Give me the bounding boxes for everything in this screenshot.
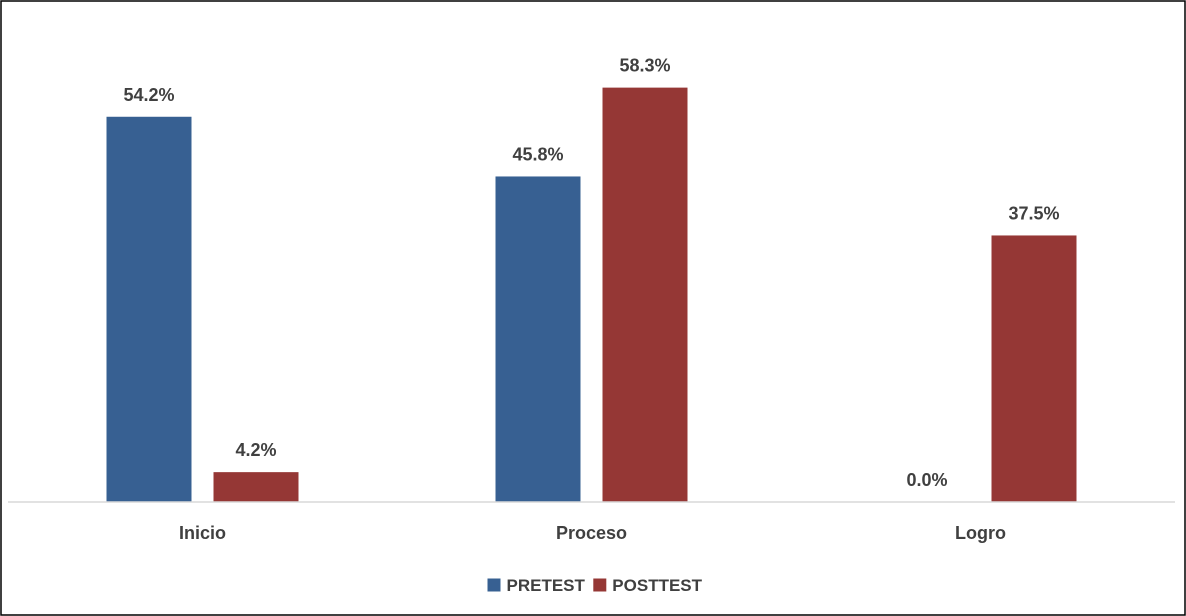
legend-item-pretest: PRETEST: [487, 576, 586, 595]
legend: PRETEST POSTTEST: [487, 576, 703, 595]
data-label-posttest-inicio: 4.2%: [235, 440, 276, 460]
data-label-posttest-logro: 37.5%: [1008, 203, 1059, 223]
data-label-posttest-proceso: 58.3%: [619, 56, 670, 76]
data-label-pretest-inicio: 54.2%: [123, 85, 174, 105]
category-label-logro: Logro: [955, 523, 1006, 543]
bar-posttest-proceso: [602, 87, 688, 503]
bar-pretest-proceso: [495, 176, 581, 502]
data-label-pretest-proceso: 45.8%: [512, 144, 563, 164]
bars-layer: [106, 87, 1077, 503]
bar-posttest-logro: [991, 235, 1077, 502]
legend-item-posttest: POSTTEST: [593, 576, 703, 595]
legend-swatch-pretest: [487, 578, 501, 592]
bar-pretest-inicio: [106, 116, 192, 503]
legend-label-pretest: PRETEST: [507, 576, 586, 595]
legend-swatch-posttest: [593, 578, 607, 592]
bar-posttest-inicio: [213, 472, 299, 502]
legend-label-posttest: POSTTEST: [612, 576, 702, 595]
category-label-proceso: Proceso: [556, 523, 627, 543]
data-label-pretest-logro: 0.0%: [906, 470, 947, 490]
category-labels-layer: Inicio Proceso Logro: [179, 523, 1006, 543]
category-label-inicio: Inicio: [179, 523, 226, 543]
data-labels-layer: 54.2% 4.2% 45.8% 58.3% 0.0% 37.5%: [123, 56, 1059, 490]
